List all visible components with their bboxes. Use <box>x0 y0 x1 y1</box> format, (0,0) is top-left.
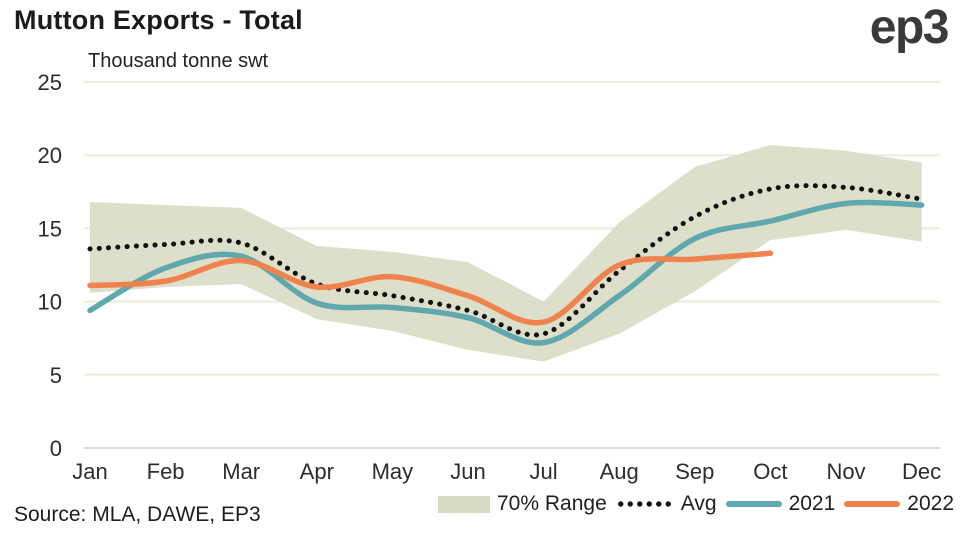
x-tick-label: May <box>372 459 414 484</box>
y-tick-label: 20 <box>38 143 62 168</box>
x-tick-label: Jan <box>72 459 107 484</box>
y-tick-label: 10 <box>38 290 62 315</box>
legend-label-2022: 2022 <box>907 492 954 515</box>
series-line-avg <box>87 183 925 338</box>
legend-label-70-range: 70% Range <box>497 492 607 515</box>
x-tick-label: Jun <box>450 459 485 484</box>
legend-item-2021: 2021 <box>725 492 836 516</box>
y-tick-label: 0 <box>50 436 62 461</box>
legend-item-avg: Avg <box>615 492 717 516</box>
x-tick-label: Dec <box>902 459 941 484</box>
series-line-2021 <box>87 199 925 346</box>
line-2021-swatch <box>725 501 782 507</box>
line-2022-swatch <box>844 501 901 507</box>
y-axis-unit-label: Thousand tonne swt <box>88 50 269 72</box>
legend-item-2022: 2022 <box>844 492 954 516</box>
band-70-range <box>90 144 922 362</box>
x-tick-label: Aug <box>600 459 639 484</box>
x-tick-label: Nov <box>826 459 865 484</box>
range-band-swatch <box>438 495 490 513</box>
legend-item-70-range: 70% Range <box>438 492 607 516</box>
source-note: Source: MLA, DAWE, EP3 <box>14 503 261 526</box>
series-line-2022 <box>87 250 774 326</box>
x-tick-label: Mar <box>222 459 260 484</box>
legend-label-2021: 2021 <box>788 492 836 515</box>
y-tick-label: 25 <box>38 70 62 95</box>
avg-dotted-swatch <box>615 501 674 507</box>
x-tick-label: Jul <box>530 459 558 484</box>
legend-label-avg: Avg <box>680 492 717 515</box>
page-title: Mutton Exports - Total <box>14 5 303 35</box>
y-tick-label: 15 <box>38 216 62 241</box>
y-tick-label: 5 <box>50 363 62 388</box>
ep3-logo: ep3 <box>869 1 950 54</box>
chart-legend: 70% Range Avg 2021 2022 <box>438 492 954 516</box>
x-tick-label: Sep <box>675 459 714 484</box>
x-tick-label: Apr <box>300 459 334 484</box>
x-tick-label: Feb <box>147 459 185 484</box>
x-tick-label: Oct <box>753 459 787 484</box>
